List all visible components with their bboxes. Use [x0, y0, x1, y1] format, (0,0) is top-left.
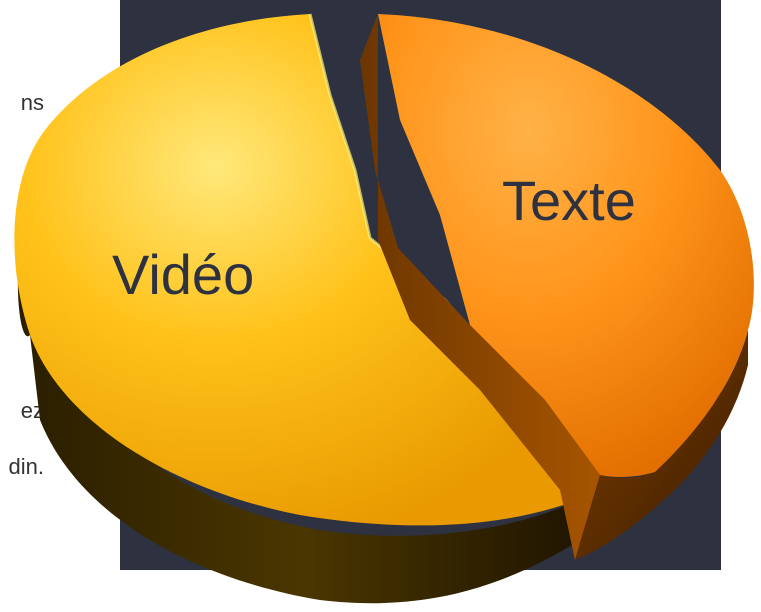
pie-slice-texte-top — [378, 14, 754, 477]
pie-slice-texte — [360, 14, 754, 560]
pie-slice-texte-side — [575, 330, 748, 560]
pie-slice-video-top — [14, 14, 591, 526]
pie-slice-video-side — [17, 215, 591, 604]
cropped-text-fragment-3: din. — [8, 454, 44, 479]
slice-label-video: Vidéo — [112, 243, 254, 306]
pie-slice-texte-inner-wall — [360, 14, 600, 560]
cropped-text-fragment-1: ns — [20, 90, 44, 115]
slice-label-texte: Texte — [502, 169, 636, 232]
